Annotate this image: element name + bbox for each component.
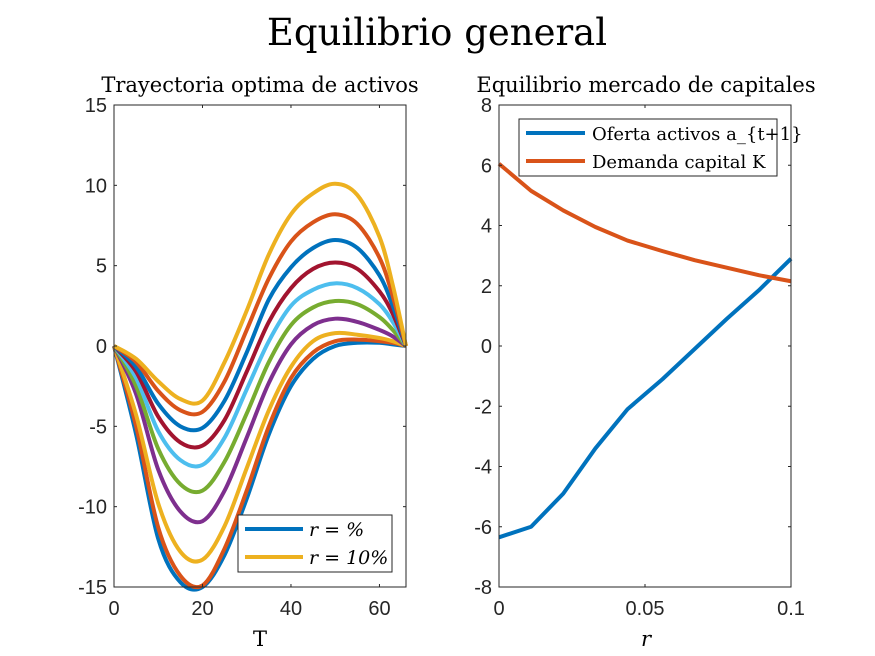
chart-left-xlabel: T xyxy=(253,627,267,651)
series-line-8 xyxy=(112,212,408,417)
chart-left-title: Trayectoria optima de activos xyxy=(101,73,418,97)
series-line-0 xyxy=(112,340,407,592)
y-tick-label: 0 xyxy=(481,336,492,358)
chart-right-xlabel: r xyxy=(641,627,653,651)
x-tick-label: 40 xyxy=(280,598,302,620)
legend-label-1: Demanda capital K xyxy=(592,152,766,173)
y-tick-label: 0 xyxy=(96,336,107,358)
y-tick-label: -6 xyxy=(474,517,492,539)
y-tick-label: -8 xyxy=(474,577,492,599)
series-line-1 xyxy=(497,162,792,284)
x-tick-label: 0.1 xyxy=(777,598,805,620)
figure-title: Equilibrio general xyxy=(267,11,607,54)
legend-box xyxy=(518,118,778,177)
series-line-2 xyxy=(112,330,407,564)
chart-left: Trayectoria optima de activos 15 10 5 0 -5 -1… xyxy=(78,73,419,651)
series-line-7 xyxy=(112,237,408,433)
legend-box xyxy=(237,514,393,573)
series-line-9 xyxy=(112,181,408,406)
series-line-4 xyxy=(112,298,408,495)
legend-label-0: Oferta activos a_{t+1} xyxy=(592,124,803,145)
x-tick-label: 0.05 xyxy=(626,598,665,620)
y-tick-label: 10 xyxy=(85,175,107,197)
series-line-5 xyxy=(112,281,408,469)
series-line-6 xyxy=(112,260,408,450)
y-tick-label: 2 xyxy=(481,276,492,298)
y-tick-label: -15 xyxy=(78,577,107,599)
x-tick-label: 20 xyxy=(191,598,213,620)
legend-label-1: r = 10% xyxy=(309,547,388,569)
y-tick-label: -5 xyxy=(89,416,107,438)
y-tick-label: 4 xyxy=(481,216,492,238)
series-line-0 xyxy=(498,257,793,540)
y-tick-label: -10 xyxy=(78,497,107,519)
series-line-1 xyxy=(112,337,407,590)
chart-right: Equilibrio mercado de capitales 8 6 4 2 0 -2 -… xyxy=(474,73,815,651)
y-tick-label: -2 xyxy=(474,396,492,418)
x-tick-label: 0 xyxy=(108,598,119,620)
chart-left-legend: r = % r = 10% xyxy=(237,514,393,573)
y-tick-label: 6 xyxy=(481,155,492,177)
y-tick-label: -4 xyxy=(474,457,492,479)
y-tick-label: 5 xyxy=(96,256,107,278)
chart-right-title: Equilibrio mercado de capitales xyxy=(476,73,815,97)
x-tick-label: 0 xyxy=(493,598,504,620)
series-line-3 xyxy=(112,316,408,525)
y-tick-label: 15 xyxy=(85,95,107,117)
legend-label-0: r = % xyxy=(309,519,364,541)
x-tick-label: 60 xyxy=(368,598,390,620)
y-tick-label: 8 xyxy=(481,95,492,117)
chart-right-legend: Oferta activos a_{t+1} Demanda capital K xyxy=(518,118,803,177)
